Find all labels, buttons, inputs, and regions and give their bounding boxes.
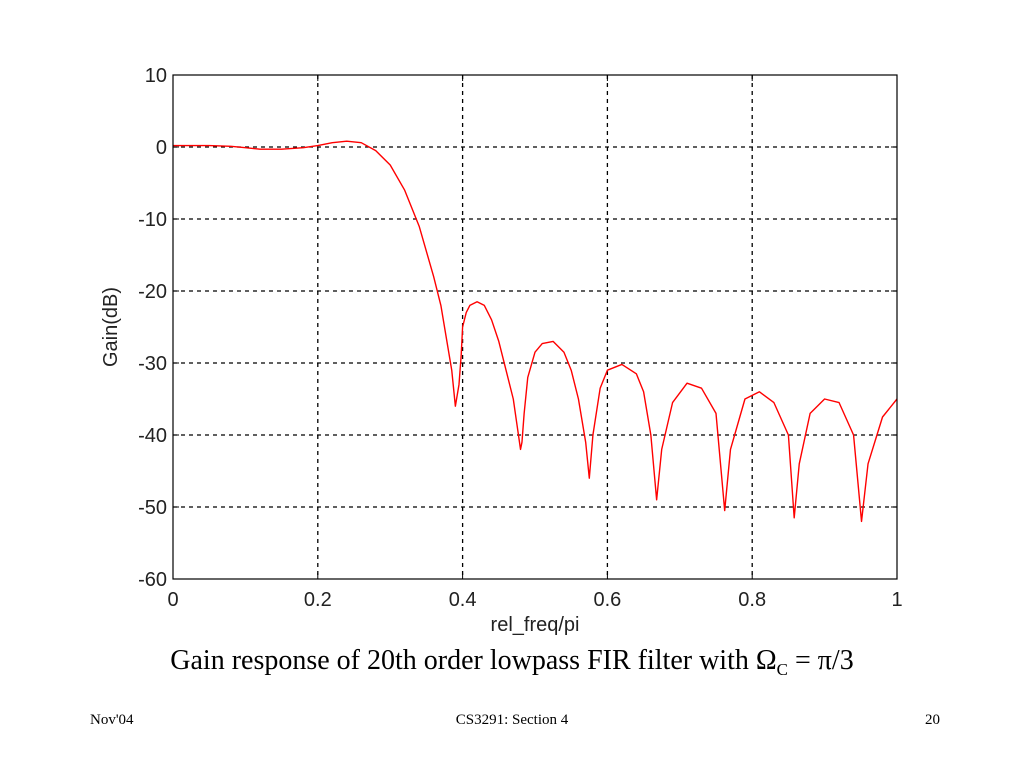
y-tick-label: 10 <box>145 65 167 87</box>
y-axis-label: Gain(dB) <box>100 287 122 367</box>
caption-suffix: = π/3 <box>788 645 854 676</box>
plot-area <box>173 75 897 579</box>
footer-page-number: 20 <box>925 712 940 728</box>
x-axis-label: rel_freq/pi <box>491 614 580 636</box>
y-tick-label: -40 <box>138 425 167 447</box>
x-tick-label: 1 <box>891 589 902 611</box>
x-tick-label: 0.6 <box>593 589 621 611</box>
plot-frame <box>172 74 898 580</box>
gain-response-chart: 0 0.2 0.4 0.6 0.8 1 10 0 -10 -20 -30 -40 -50 -60 rel_f… <box>100 65 903 636</box>
caption: Gain response of 20th order lowpass FIR … <box>0 645 1024 679</box>
caption-prefix: Gain response of 20th order lowpass FIR … <box>170 645 777 676</box>
x-tick-label: 0 <box>167 589 178 611</box>
series-line <box>173 140 898 523</box>
y-tick-label: -10 <box>138 209 167 231</box>
y-tick-label: -60 <box>138 569 167 591</box>
footer-date: Nov'04 <box>90 712 134 728</box>
y-tick-label: -30 <box>138 353 167 375</box>
footer-course: CS3291: Section 4 <box>455 712 569 728</box>
y-tick-label: 0 <box>156 137 167 159</box>
x-tick-label: 0.4 <box>449 589 477 611</box>
x-tick-label: 0.8 <box>738 589 766 611</box>
y-tick-label: -50 <box>138 497 167 519</box>
caption-subscript: C <box>776 660 788 679</box>
y-tick-label: -20 <box>138 281 167 303</box>
x-tick-label: 0.2 <box>304 589 332 611</box>
